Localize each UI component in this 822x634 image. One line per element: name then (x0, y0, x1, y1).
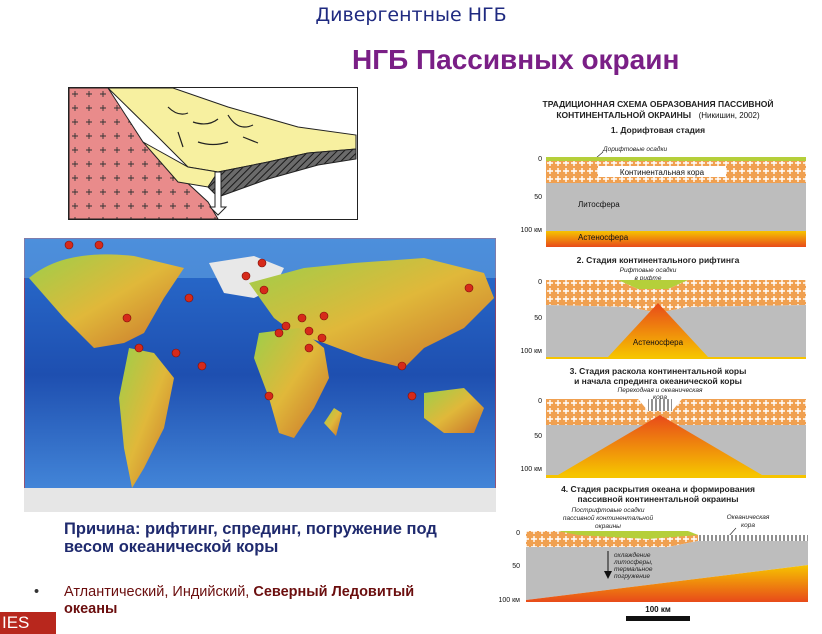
stage4-tick-100: 100 км (499, 597, 521, 604)
stage4-postrift-1: Пострифтовые осадки (572, 506, 645, 514)
stage2-title: 2. Стадия континентального рифтинга (577, 255, 740, 265)
stage1-tick-0: 0 (538, 156, 542, 163)
scale-bar-label: 100 км (645, 605, 671, 614)
schema-title-line2: КОНТИНЕНТАЛЬНОЙ ОКРАИНЫ (556, 109, 691, 120)
stage1-tick-100: 100 км (521, 227, 543, 234)
stage2-tick-50: 50 (534, 315, 542, 322)
stage2-asthenosphere-label: Астеносфера (633, 338, 684, 347)
stage4-tick-50: 50 (512, 563, 520, 570)
stage3-transitional-2: кора (653, 394, 667, 401)
top-heading: Дивергентные НГБ (315, 4, 507, 26)
stage3-title-line2: и начала спрединга океанической коры (574, 376, 742, 386)
stage1-title: 1. Дорифтовая стадия (611, 125, 705, 135)
scale-bar (626, 616, 690, 621)
ies-logo: IES (0, 612, 56, 634)
schema-title-line1: ТРАДИЦИОННАЯ СХЕМА ОБРАЗОВАНИЯ ПАССИВНОЙ (543, 98, 774, 109)
passive-margin-schema: ТРАДИЦИОННАЯ СХЕМА ОБРАЗОВАНИЯ ПАССИВНОЙ… (499, 98, 808, 621)
stage1-drift-sediments: Дорифтовые осадки (602, 145, 668, 153)
stage3-transitional-1: Переходная и океаническая (618, 386, 703, 394)
stage4-tick-0: 0 (516, 530, 520, 537)
stage2-rift-sediments-2: в рифте (635, 275, 662, 282)
stage3-tick-50: 50 (534, 433, 542, 440)
stage4-cooling-1: охлаждение (614, 551, 651, 559)
stage3-title-line1: 3. Стадия раскола континентальной коры (570, 366, 747, 376)
stage4-oceanic-2: кора (741, 522, 755, 529)
stage4-cooling-3: термальное (614, 566, 653, 573)
stage1-crust-label: Континентальная кора (620, 168, 705, 177)
stage1-tick-50: 50 (534, 194, 542, 201)
margin-cross-section-sketch (68, 87, 358, 220)
cause-text: Причина: рифтинг, спрединг, погружение п… (64, 520, 437, 556)
world-map (24, 238, 496, 512)
stage1-asthenosphere-label: Астеносфера (578, 233, 629, 242)
stage4-oceanic-1: Океаническая (727, 514, 770, 521)
oceans-part1: Атлантический, Индийский, (64, 584, 254, 600)
page-title: НГБ Пассивных окраин (352, 44, 680, 75)
stage4-title-line2: пассивной континентальной окраины (578, 494, 739, 504)
stage1-lithosphere-label: Литосфера (578, 200, 620, 209)
stage4-title-line1: 4. Стадия раскрытия океана и формировани… (561, 484, 755, 494)
stage4-postrift-3: окраины (595, 523, 621, 530)
stage2-rift-sediments-1: Рифтовые осадки (620, 266, 677, 274)
stage4-cooling-2: литосферы, (613, 559, 653, 566)
stage4-postrift-2: пассивной континентальной (563, 514, 654, 522)
stage4-cooling-4: погружение (614, 573, 650, 580)
stage2-tick-0: 0 (538, 279, 542, 286)
stage3-tick-100: 100 км (521, 466, 543, 473)
stage2-tick-100: 100 км (521, 348, 543, 355)
oceans-part2: Северный Ледовитый океаны (64, 584, 415, 617)
schema-author: (Никишин, 2002) (699, 111, 760, 120)
svg-text:КОНТИНЕНТАЛЬНОЙ ОКРАИНЫ (Н: КОНТИНЕНТАЛЬНОЙ ОКРАИНЫ (Никишин, 2002) (556, 105, 760, 122)
stage3-tick-0: 0 (538, 398, 542, 405)
bullet-marker: • (34, 584, 40, 600)
